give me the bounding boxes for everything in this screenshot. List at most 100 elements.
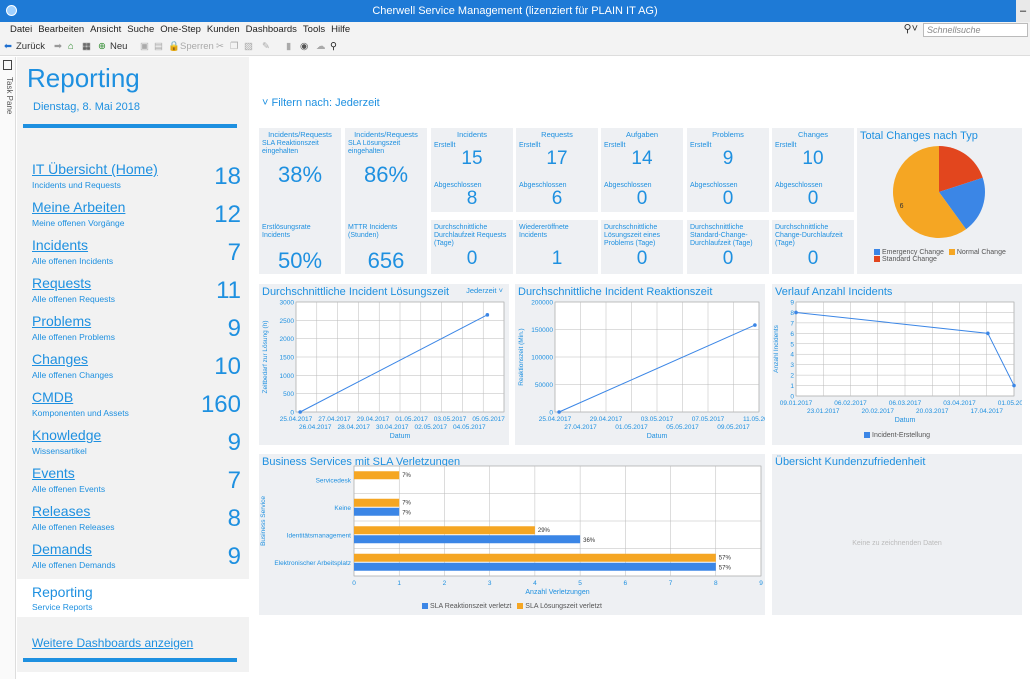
- columns-icon[interactable]: ▮: [286, 41, 292, 52]
- x-axis-label: Datum: [647, 433, 668, 440]
- x-tick-label: 30.04.2017: [376, 424, 409, 431]
- menu-ansicht[interactable]: Ansicht: [90, 24, 122, 35]
- kpi-changes[interactable]: Changes Erstellt 10 Abgeschlossen 0: [772, 128, 854, 212]
- menu-hilfe[interactable]: Hilfe: [331, 24, 351, 35]
- kpi-sublabel: SLA Lösungszeit eingehalten: [348, 140, 401, 155]
- find-icon[interactable]: ⚲: [330, 41, 337, 52]
- line1-filter-dropdown[interactable]: Jederzeit ˅: [466, 286, 503, 295]
- menu-suche[interactable]: Suche: [127, 24, 155, 35]
- nav-label[interactable]: Meine Arbeiten: [32, 199, 126, 215]
- chevron-down-icon: ˅: [262, 97, 269, 109]
- back-button[interactable]: Zurück: [16, 41, 46, 52]
- save-icon[interactable]: ▣: [140, 41, 149, 52]
- satisfaction-panel[interactable]: Übersicht Kundenzufriedenheit Keine zu z…: [772, 454, 1022, 615]
- kpi-reopened[interactable]: Wiedereröffnete Incidents 1: [516, 220, 598, 274]
- line-chart-2-panel[interactable]: Durchschnittliche Incident Reaktionszeit…: [515, 284, 765, 445]
- data-point: [557, 410, 561, 414]
- nav-requests[interactable]: Requests Alle offenen Requests 11: [17, 271, 249, 309]
- attach-icon[interactable]: ✎: [262, 41, 270, 52]
- nav-events[interactable]: Events Alle offenen Events 7: [17, 461, 249, 499]
- x-tick-label: 27.04.2017: [318, 416, 351, 423]
- y-axis-label: Reaktionszeit (Min.): [518, 328, 525, 385]
- nav-changes[interactable]: Changes Alle offenen Changes 10: [17, 347, 249, 385]
- nav-label[interactable]: Knowledge: [32, 427, 102, 443]
- kpi-created-value: 15: [461, 148, 483, 169]
- y-tick-label: 50000: [535, 382, 553, 389]
- nav-problems[interactable]: Problems Alle offenen Problems 9: [17, 309, 249, 347]
- lock-icon[interactable]: 🔒: [168, 41, 180, 52]
- kpi-requests[interactable]: Requests Erstellt 17 Abgeschlossen 6: [516, 128, 598, 212]
- kpi-avg-requests[interactable]: Durchschnittliche Durchlaufzeit Requests…: [431, 220, 513, 274]
- delete-icon[interactable]: ▤: [154, 41, 163, 52]
- nav-label[interactable]: Problems: [32, 313, 92, 329]
- nav-cmdb[interactable]: CMDB Komponenten und Assets 160: [17, 385, 249, 423]
- grid-icon[interactable]: ▦: [82, 41, 91, 52]
- nav-label[interactable]: Events: [32, 465, 75, 481]
- kpi-closed-label: Abgeschlossen: [519, 182, 567, 189]
- nav-count: 9: [227, 429, 241, 456]
- kpi-problems[interactable]: Problems Erstellt 9 Abgeschlossen 0: [687, 128, 769, 212]
- quick-search-input[interactable]: Schnellsuche: [923, 23, 1028, 37]
- nav-it-uebersicht[interactable]: IT Übersicht (Home) Incidents und Reques…: [17, 157, 249, 195]
- menu-datei[interactable]: Datei: [10, 24, 33, 35]
- paste-icon[interactable]: ▧: [244, 41, 253, 52]
- nav-label[interactable]: Reporting: [32, 584, 93, 600]
- home-icon[interactable]: ⌂: [68, 41, 74, 52]
- line1-filter-value: Jederzeit: [466, 286, 497, 295]
- x-tick-label: 26.04.2017: [299, 424, 332, 431]
- lock-button[interactable]: Sperren: [180, 41, 214, 52]
- nav-label[interactable]: Changes: [32, 351, 89, 367]
- x-tick-label: 7: [669, 580, 673, 587]
- nav-label[interactable]: IT Übersicht (Home): [32, 161, 158, 177]
- view-icon[interactable]: ◉: [300, 41, 309, 52]
- kpi-sublabel: Durchschnittliche Lösungszeit eines Prob…: [604, 224, 661, 247]
- kpi-sublabel: Durchschnittliche Durchlaufzeit Requests…: [434, 224, 507, 247]
- menu-tools[interactable]: Tools: [302, 24, 326, 35]
- line-chart-3-panel[interactable]: Verlauf Anzahl Incidents 0 1 2 3 4 5 6 7 8 9 09.01…: [772, 284, 1022, 445]
- kpi-tasks[interactable]: Aufgaben Erstellt 14 Abgeschlossen 0: [601, 128, 683, 212]
- nav-label[interactable]: CMDB: [32, 389, 74, 405]
- forward-arrow-icon[interactable]: ➡: [54, 41, 62, 52]
- nav-releases[interactable]: Releases Alle offenen Releases 8: [17, 499, 249, 537]
- menu-dashboards[interactable]: Dashboards: [245, 24, 297, 35]
- add-icon[interactable]: ⊕: [98, 41, 106, 52]
- nav-label[interactable]: Releases: [32, 503, 91, 519]
- menu-bearbeiten[interactable]: Bearbeiten: [38, 24, 85, 35]
- x-tick-label: 09.05.2017: [717, 424, 750, 431]
- nav-reporting[interactable]: Reporting Service Reports: [17, 579, 249, 617]
- copy-icon[interactable]: ❐: [230, 41, 239, 52]
- nav-meine-arbeiten[interactable]: Meine Arbeiten Meine offenen Vorgänge 12: [17, 195, 249, 233]
- satisfaction-title: Übersicht Kundenzufriedenheit: [775, 456, 926, 468]
- more-dashboards-link[interactable]: Weitere Dashboards anzeigen: [32, 636, 194, 650]
- bar-value-label: 57%: [719, 565, 732, 571]
- pie-panel[interactable]: Total Changes nach Typ 6 Emergency Chang…: [857, 128, 1022, 274]
- minimize-button[interactable]: –: [1016, 0, 1030, 22]
- line-chart-3: 0 1 2 3 4 5 6 7 8 9 09.01.2017 06.02.2017 06.03.2017…: [773, 300, 1022, 425]
- line-chart-1-panel[interactable]: Durchschnittliche Incident Lösungszeit J…: [259, 284, 509, 445]
- search-icon[interactable]: ⚲˅: [903, 23, 918, 35]
- nav-incidents[interactable]: Incidents Alle offenen Incidents 7: [17, 233, 249, 271]
- back-arrow-icon[interactable]: ⬅: [4, 41, 12, 52]
- nav-knowledge[interactable]: Knowledge Wissensartikel 9: [17, 423, 249, 461]
- kpi-incidents[interactable]: Incidents Erstellt 15 Abgeschlossen 8: [431, 128, 513, 212]
- kpi-first-solve[interactable]: Erstlösungsrate Incidents 50%: [259, 220, 341, 274]
- kpi-avg-change[interactable]: Durchschnittliche Change-Durchlaufzeit (…: [772, 220, 854, 274]
- bar-chart-panel[interactable]: Business Services mit SLA Verletzungen 0…: [259, 454, 765, 615]
- nav-label[interactable]: Incidents: [32, 237, 89, 253]
- kpi-mttr[interactable]: MTTR Incidents (Stunden) 656: [345, 220, 427, 274]
- task-pane-icon[interactable]: [3, 60, 12, 70]
- menu-kunden[interactable]: Kunden: [206, 24, 240, 35]
- nav-label[interactable]: Requests: [32, 275, 92, 291]
- new-button[interactable]: Neu: [110, 41, 128, 52]
- kpi-closed-label: Abgeschlossen: [690, 182, 738, 189]
- cut-icon[interactable]: ✂: [216, 41, 224, 52]
- nav-label[interactable]: Demands: [32, 541, 92, 557]
- kpi-avg-std-change[interactable]: Durchschnittliche Standard-Change-Durchl…: [687, 220, 769, 274]
- filter-toggle[interactable]: ˅ Filtern nach: Jederzeit: [262, 97, 380, 109]
- menu-one-step[interactable]: One-Step: [160, 24, 201, 35]
- kpi-avg-problems[interactable]: Durchschnittliche Lösungszeit eines Prob…: [601, 220, 683, 274]
- nav-demands[interactable]: Demands Alle offenen Demands 9: [17, 537, 249, 575]
- line1-title: Durchschnittliche Incident Lösungszeit: [262, 286, 450, 298]
- cloud-icon[interactable]: ☁: [316, 41, 326, 52]
- task-pane[interactable]: Task Pane: [0, 57, 16, 679]
